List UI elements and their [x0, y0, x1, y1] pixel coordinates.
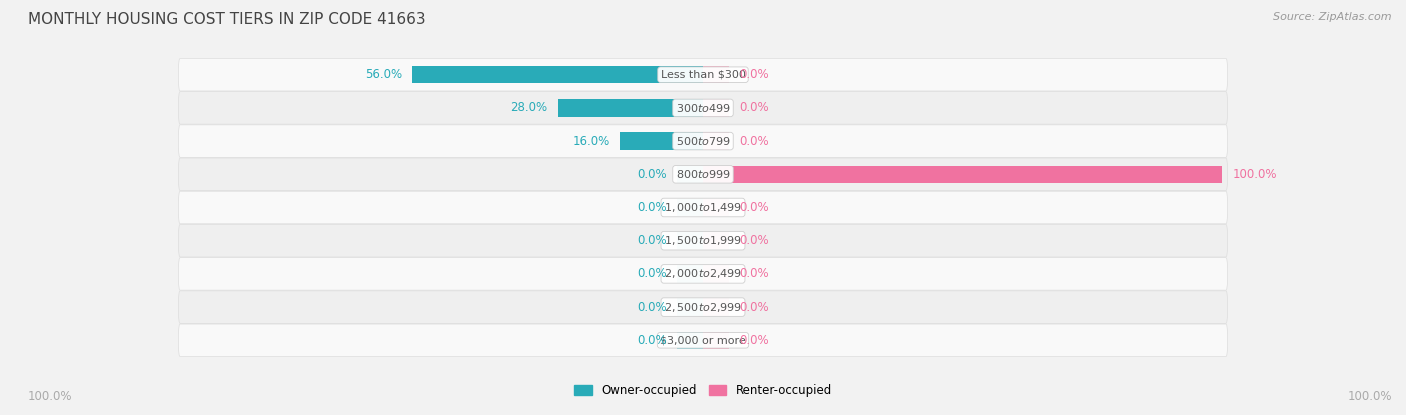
Text: 100.0%: 100.0%: [1233, 168, 1277, 181]
Text: 0.0%: 0.0%: [740, 300, 769, 314]
FancyBboxPatch shape: [179, 158, 1227, 190]
Text: 0.0%: 0.0%: [740, 234, 769, 247]
Text: $2,500 to $2,999: $2,500 to $2,999: [664, 300, 742, 314]
Text: 0.0%: 0.0%: [740, 101, 769, 115]
Bar: [703, 199, 728, 216]
Text: $3,000 or more: $3,000 or more: [661, 335, 745, 345]
Text: 0.0%: 0.0%: [637, 168, 666, 181]
Text: 0.0%: 0.0%: [740, 68, 769, 81]
Bar: [678, 199, 703, 216]
Bar: [678, 298, 703, 316]
Text: MONTHLY HOUSING COST TIERS IN ZIP CODE 41663: MONTHLY HOUSING COST TIERS IN ZIP CODE 4…: [28, 12, 426, 27]
FancyBboxPatch shape: [179, 191, 1227, 224]
FancyBboxPatch shape: [179, 258, 1227, 290]
Bar: [678, 166, 703, 183]
Bar: [412, 66, 703, 83]
Text: 56.0%: 56.0%: [364, 68, 402, 81]
Bar: [678, 332, 703, 349]
Bar: [703, 332, 728, 349]
Text: 0.0%: 0.0%: [637, 234, 666, 247]
FancyBboxPatch shape: [179, 92, 1227, 124]
Bar: [703, 99, 728, 117]
Bar: [703, 265, 728, 283]
Text: 0.0%: 0.0%: [740, 334, 769, 347]
Bar: [703, 298, 728, 316]
Text: 0.0%: 0.0%: [637, 201, 666, 214]
Text: 16.0%: 16.0%: [572, 134, 610, 148]
FancyBboxPatch shape: [179, 125, 1227, 157]
Text: 100.0%: 100.0%: [28, 390, 73, 403]
Bar: [558, 99, 703, 117]
Text: 0.0%: 0.0%: [740, 267, 769, 281]
Text: $1,500 to $1,999: $1,500 to $1,999: [664, 234, 742, 247]
Text: $800 to $999: $800 to $999: [675, 168, 731, 180]
Text: $300 to $499: $300 to $499: [675, 102, 731, 114]
FancyBboxPatch shape: [179, 324, 1227, 356]
Text: 0.0%: 0.0%: [637, 300, 666, 314]
Text: $500 to $799: $500 to $799: [675, 135, 731, 147]
Text: $1,000 to $1,499: $1,000 to $1,499: [664, 201, 742, 214]
Text: 0.0%: 0.0%: [637, 334, 666, 347]
Bar: [703, 232, 728, 249]
Text: $2,000 to $2,499: $2,000 to $2,499: [664, 267, 742, 281]
Bar: [678, 265, 703, 283]
Bar: [703, 132, 728, 150]
Bar: [703, 66, 728, 83]
Text: Less than $300: Less than $300: [661, 70, 745, 80]
Legend: Owner-occupied, Renter-occupied: Owner-occupied, Renter-occupied: [574, 384, 832, 397]
Text: Source: ZipAtlas.com: Source: ZipAtlas.com: [1274, 12, 1392, 22]
FancyBboxPatch shape: [179, 225, 1227, 257]
FancyBboxPatch shape: [179, 291, 1227, 323]
Bar: [678, 232, 703, 249]
Text: 0.0%: 0.0%: [740, 134, 769, 148]
Text: 100.0%: 100.0%: [1347, 390, 1392, 403]
FancyBboxPatch shape: [179, 59, 1227, 91]
Bar: [620, 132, 703, 150]
Text: 0.0%: 0.0%: [637, 267, 666, 281]
Text: 0.0%: 0.0%: [740, 201, 769, 214]
Text: 28.0%: 28.0%: [510, 101, 547, 115]
Bar: [703, 166, 1222, 183]
